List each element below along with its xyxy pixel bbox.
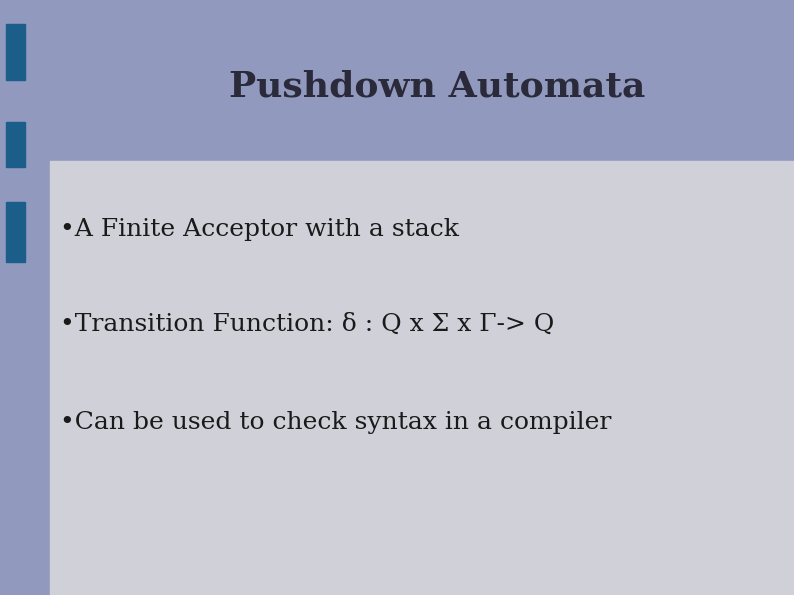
Text: •Can be used to check syntax in a compiler: •Can be used to check syntax in a compil…	[60, 411, 611, 434]
Text: Pushdown Automata: Pushdown Automata	[229, 69, 645, 104]
Bar	[6, 122, 25, 167]
Text: •Transition Function: δ : Q x Σ x Γ-> Q: •Transition Function: δ : Q x Σ x Γ-> Q	[60, 313, 553, 336]
Bar	[6, 24, 25, 80]
Bar	[6, 202, 25, 262]
Bar	[50, 161, 794, 595]
Text: •A Finite Acceptor with a stack: •A Finite Acceptor with a stack	[60, 218, 459, 240]
